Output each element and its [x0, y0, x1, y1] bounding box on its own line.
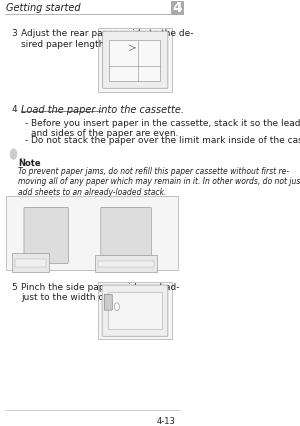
Text: ...: ... — [19, 152, 26, 161]
Text: 5: 5 — [11, 282, 17, 291]
Bar — [15, 260, 46, 268]
FancyBboxPatch shape — [171, 2, 184, 16]
Bar — [108, 292, 162, 330]
Text: 3: 3 — [11, 29, 17, 38]
FancyBboxPatch shape — [101, 208, 151, 264]
Bar — [98, 29, 172, 93]
Bar — [12, 253, 49, 273]
Text: Load the paper into the cassette.: Load the paper into the cassette. — [21, 105, 184, 115]
Text: Pinch the side paper guide and ad-
just to the width of the stack.: Pinch the side paper guide and ad- just … — [21, 282, 179, 302]
Text: Do not stack the paper over the limit mark inside of the cassette.: Do not stack the paper over the limit ma… — [31, 136, 300, 145]
Text: 4: 4 — [11, 105, 17, 114]
Bar — [95, 255, 157, 273]
Text: 4: 4 — [173, 2, 183, 15]
FancyBboxPatch shape — [102, 285, 168, 337]
Text: Getting started: Getting started — [6, 3, 81, 14]
Bar — [98, 262, 154, 268]
FancyBboxPatch shape — [104, 295, 112, 311]
Text: To prevent paper jams, do not refill this paper cassette without first re-
movin: To prevent paper jams, do not refill thi… — [19, 167, 300, 196]
Bar — [6, 197, 178, 271]
Circle shape — [114, 303, 119, 311]
Text: -: - — [25, 136, 28, 145]
FancyBboxPatch shape — [103, 32, 168, 89]
Text: -: - — [25, 118, 28, 127]
Text: Before you insert paper in the cassette, stack it so the leading edge
and sides : Before you insert paper in the cassette,… — [31, 118, 300, 138]
Bar — [110, 41, 160, 82]
Circle shape — [11, 150, 16, 160]
Text: Note: Note — [19, 159, 41, 168]
Bar — [98, 282, 172, 340]
Text: Adjust the rear paper guide to the de-
sired paper length.: Adjust the rear paper guide to the de- s… — [21, 29, 194, 49]
Text: 4-13: 4-13 — [156, 416, 175, 425]
FancyBboxPatch shape — [24, 208, 68, 264]
